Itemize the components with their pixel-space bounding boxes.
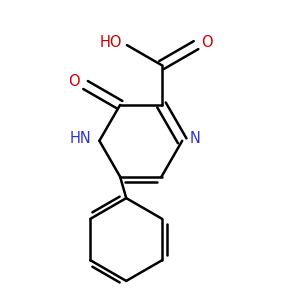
Text: O: O	[68, 74, 80, 89]
Text: HO: HO	[100, 34, 122, 50]
Text: O: O	[201, 34, 212, 50]
Text: N: N	[190, 131, 201, 146]
Text: HN: HN	[70, 131, 92, 146]
